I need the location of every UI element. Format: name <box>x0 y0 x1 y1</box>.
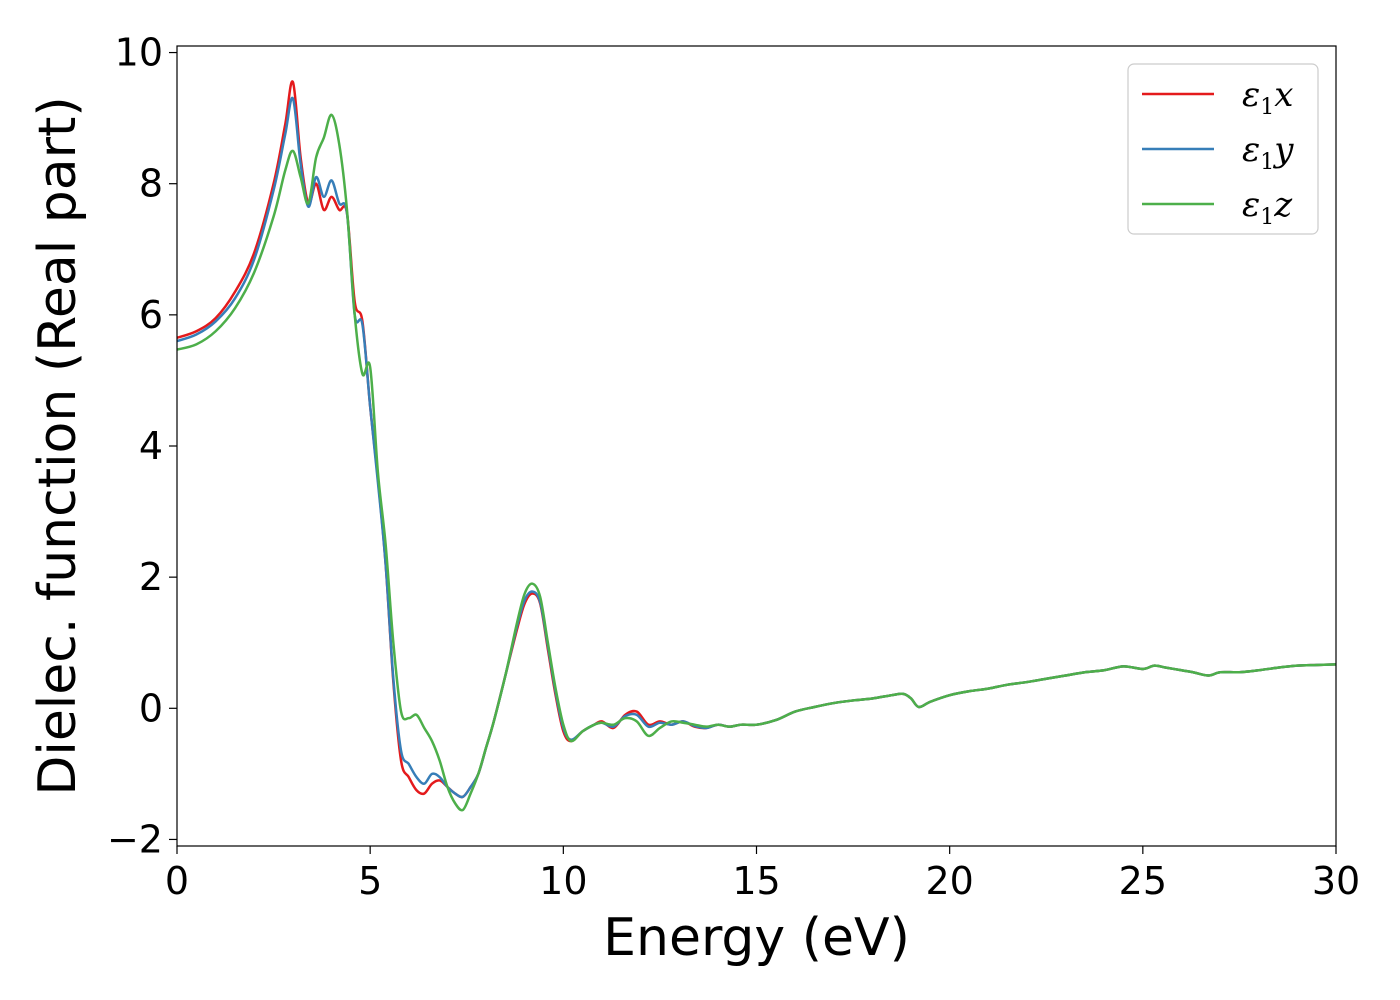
y-tick-label: 0 <box>139 686 163 730</box>
legend-label-y: ε1y <box>1242 130 1294 175</box>
legend-label-z: ε1z <box>1242 185 1293 230</box>
x-axis-label: Energy (eV) <box>603 908 910 968</box>
legend: ε1x ε1y ε1z <box>1127 63 1319 235</box>
x-tick-label: 10 <box>539 859 587 903</box>
series-line-z <box>177 113 1336 812</box>
legend-label-x: ε1x <box>1242 75 1293 120</box>
y-tick-label: 8 <box>139 162 163 206</box>
plot-lines <box>177 80 1336 812</box>
y-tick-label: 10 <box>115 31 163 75</box>
y-tick-label: 4 <box>139 424 163 468</box>
x-tick-label: 25 <box>1119 859 1167 903</box>
y-tick-label: −2 <box>107 817 163 861</box>
x-tick-label: 30 <box>1312 859 1360 903</box>
y-axis-label: Dielec. function (Real part) <box>28 96 88 795</box>
x-tick-label: 15 <box>732 859 780 903</box>
x-tick-label: 20 <box>925 859 973 903</box>
y-tick-label: 6 <box>139 293 163 337</box>
legend-box <box>1127 63 1319 235</box>
x-tick-label: 5 <box>358 859 382 903</box>
y-tick-label: 2 <box>139 555 163 599</box>
x-tick-label: 0 <box>165 859 189 903</box>
x-axis-ticks: 0 5 10 15 20 25 30 <box>165 846 1360 903</box>
y-axis-ticks: −2 0 2 4 6 8 10 <box>107 31 177 861</box>
